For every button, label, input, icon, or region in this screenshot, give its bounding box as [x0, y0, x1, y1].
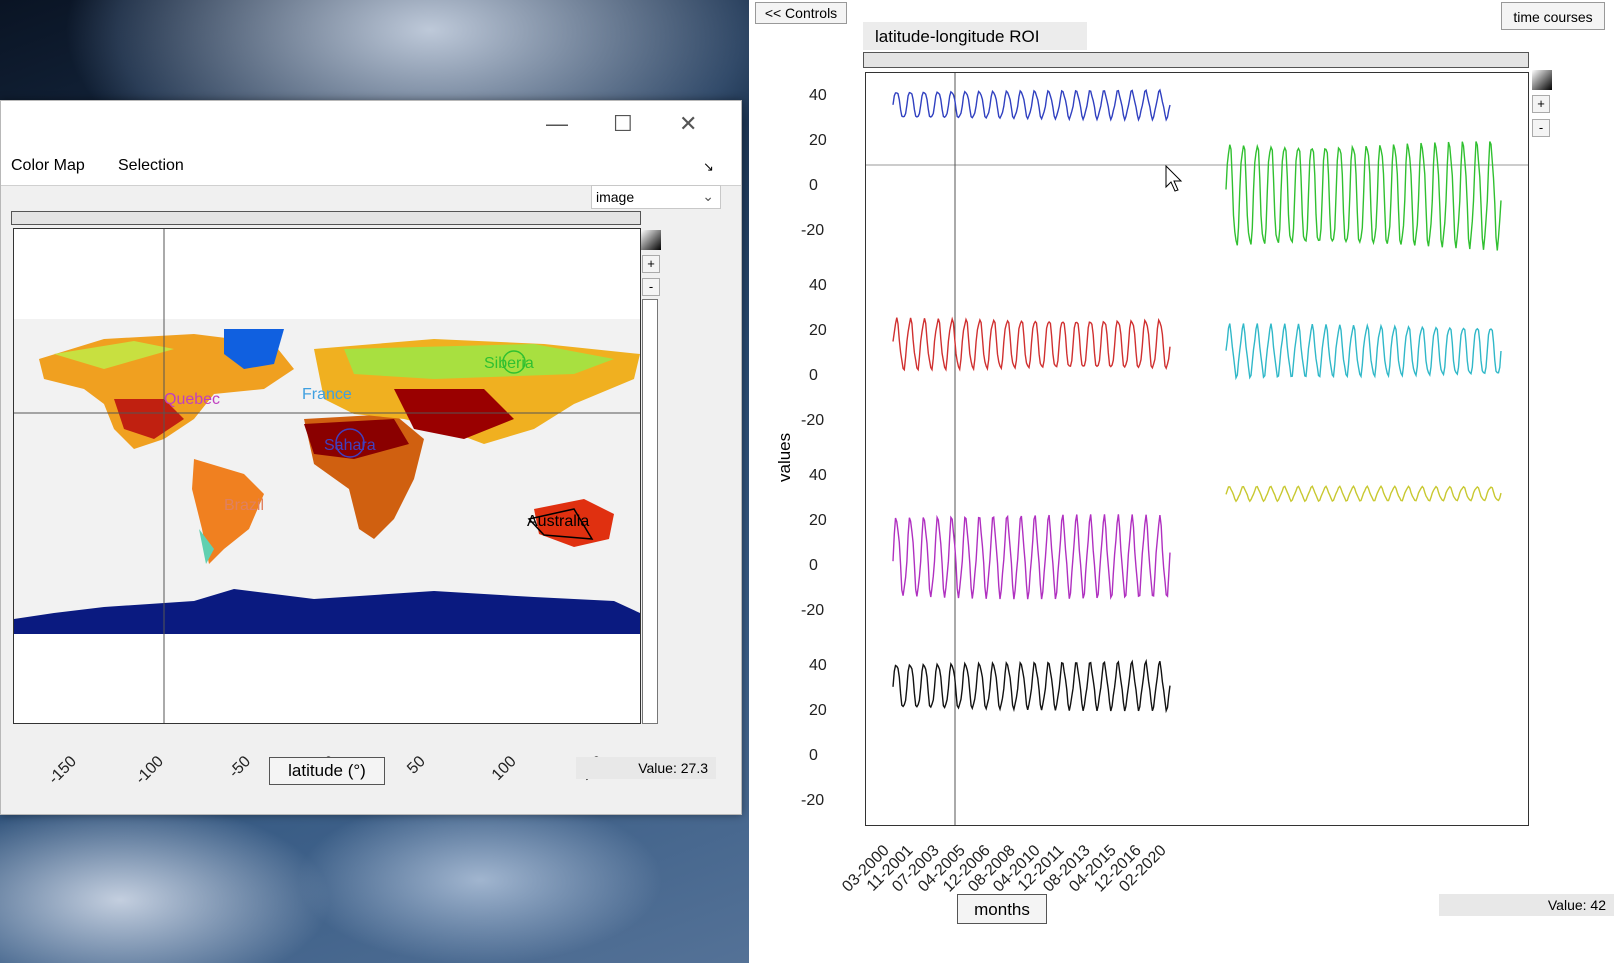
value-readout: Value: 27.3: [576, 757, 716, 779]
y-tick-label: -20: [801, 602, 825, 619]
time-courses-button[interactable]: time courses: [1501, 2, 1605, 30]
map-window: — ☐ ✕ Color Map Selection ↘ image ⌄: [0, 100, 742, 815]
minimize-button[interactable]: —: [546, 111, 568, 136]
y-tick-label: -20: [801, 222, 825, 239]
x-tick: 50: [404, 753, 429, 778]
plot-title: latitude-longitude ROI: [863, 22, 1087, 50]
y-tick-label: 0: [809, 367, 818, 384]
y-tick-label: 20: [809, 702, 827, 719]
label-siberia: Siberia: [484, 355, 534, 372]
time-course-chart: [866, 73, 1528, 825]
series-line-brazil: [1225, 485, 1502, 503]
colormap-icon[interactable]: [641, 230, 661, 250]
zoom-in-button[interactable]: +: [1532, 95, 1550, 113]
expand-icon[interactable]: ↘: [703, 159, 714, 174]
controls-button[interactable]: << Controls: [755, 2, 847, 24]
series-line-france: [892, 316, 1171, 372]
y-tick-label: 0: [809, 557, 818, 574]
label-quebec: Quebec: [164, 391, 221, 408]
label-australia: Australia: [527, 513, 590, 530]
x-tick: -150: [45, 753, 81, 788]
series-line-sahara: [892, 514, 1171, 600]
zoom-out-button[interactable]: -: [642, 278, 660, 296]
series-line-australia: [1225, 322, 1502, 381]
map-plot[interactable]: Quebec France Siberia Sahara Brazil Aust…: [13, 228, 641, 724]
colorbar-scroll[interactable]: [642, 299, 658, 724]
display-mode-value: image: [596, 189, 635, 205]
time-course-window: << Controls time courses latitude-longit…: [749, 0, 1614, 963]
menu-color-map[interactable]: Color Map: [11, 157, 85, 174]
mouse-cursor-icon: [1165, 165, 1183, 192]
y-axis-label: values: [775, 432, 794, 482]
time-course-plot[interactable]: [865, 72, 1529, 826]
world-map: [14, 229, 640, 723]
menu-selection[interactable]: Selection: [118, 157, 184, 174]
x-tick: -50: [225, 753, 255, 782]
y-tick-label: -20: [801, 792, 825, 809]
y-tick-label: 20: [809, 322, 827, 339]
time-slider[interactable]: [863, 52, 1529, 68]
x-tick: 100: [488, 753, 520, 784]
y-tick-label: 40: [809, 467, 827, 484]
title-bar: — ☐ ✕: [1, 101, 741, 147]
y-tick-label: 0: [809, 177, 818, 194]
maximize-button[interactable]: ☐: [613, 111, 633, 136]
zoom-in-button[interactable]: +: [642, 255, 660, 273]
menu-bar: Color Map Selection ↘: [1, 147, 741, 186]
series-line-black: [892, 658, 1171, 714]
close-button[interactable]: ✕: [679, 111, 698, 136]
y-tick-label: 40: [809, 657, 827, 674]
colormap-icon[interactable]: [1532, 70, 1552, 90]
x-axis-label-button[interactable]: latitude (°): [269, 757, 385, 785]
y-tick-label: 40: [809, 277, 827, 294]
x-tick: -100: [132, 753, 168, 788]
map-slider[interactable]: [11, 211, 641, 225]
label-sahara: Sahara: [324, 437, 376, 454]
y-tick-label: 20: [809, 512, 827, 529]
y-tick-label: 40: [809, 87, 827, 104]
zoom-out-button[interactable]: -: [1532, 119, 1550, 137]
x-axis-label-button[interactable]: months: [957, 894, 1047, 924]
label-france: France: [302, 386, 352, 403]
display-mode-select[interactable]: image ⌄: [591, 185, 721, 209]
y-tick-label: 0: [809, 747, 818, 764]
label-brazil: Brazil: [224, 497, 265, 514]
chevron-down-icon: ⌄: [702, 188, 714, 204]
y-tick-label: 20: [809, 132, 827, 149]
value-readout: Value: 42: [1439, 894, 1614, 916]
y-tick-label: -20: [801, 412, 825, 429]
series-line-siberia: [1225, 141, 1502, 251]
series-line-quebec: [892, 88, 1171, 122]
